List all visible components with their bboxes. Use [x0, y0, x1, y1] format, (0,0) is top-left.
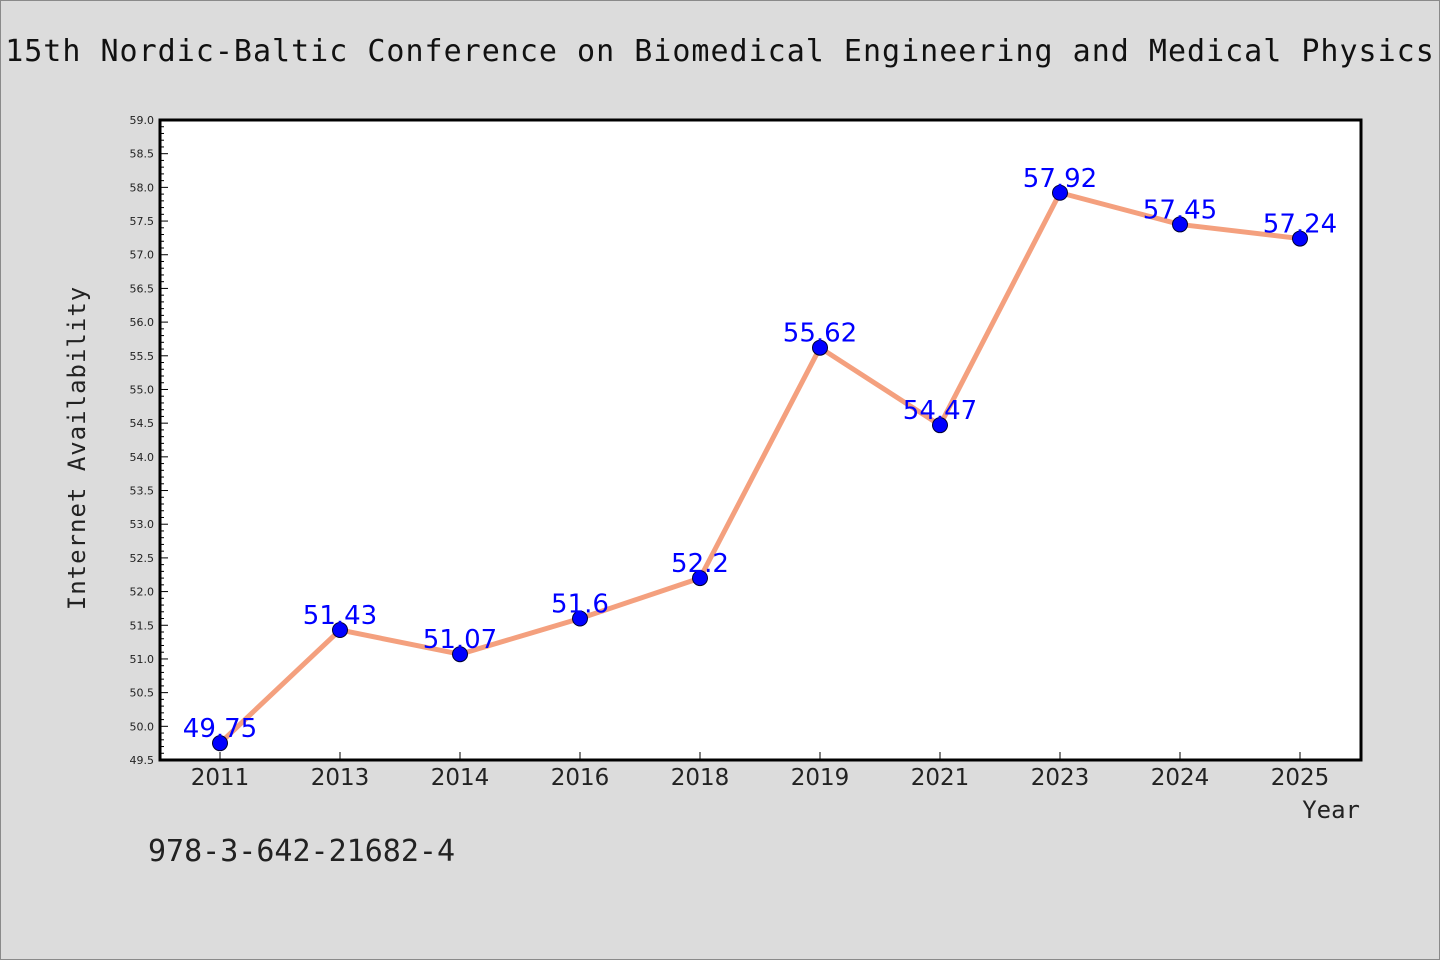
data-label: 49.75 — [183, 714, 257, 744]
data-label: 51.07 — [423, 625, 497, 655]
isbn-text: 978-3-642-21682-4 — [148, 834, 456, 869]
data-label: 52.2 — [671, 549, 729, 579]
x-tick-label: 2024 — [1151, 765, 1210, 791]
x-tick-label: 2025 — [1271, 765, 1330, 791]
data-point — [452, 646, 468, 663]
y-tick-label: 53.0 — [130, 518, 155, 531]
data-point — [332, 621, 348, 638]
data-point — [1172, 216, 1188, 233]
y-tick-label: 54.5 — [130, 417, 155, 430]
data-point — [692, 570, 708, 587]
x-tick-label: 2011 — [191, 765, 250, 791]
data-point — [572, 610, 588, 627]
y-tick-label: 58.0 — [130, 181, 155, 194]
data-point — [932, 417, 948, 434]
plot-area — [158, 118, 1363, 762]
data-label: 54.47 — [903, 396, 977, 426]
y-tick-label: 56.0 — [130, 316, 155, 329]
y-axis-label: Internet Availability — [63, 285, 91, 611]
data-point — [1052, 184, 1068, 201]
y-tick-label: 58.5 — [130, 148, 155, 161]
data-point — [812, 339, 828, 356]
y-tick-label: 57.0 — [130, 249, 155, 262]
x-tick-label: 2018 — [671, 765, 730, 791]
y-tick-label: 51.5 — [130, 619, 155, 632]
y-tick-label: 51.0 — [130, 653, 155, 666]
y-tick-label: 50.5 — [130, 687, 155, 700]
data-label: 57.24 — [1263, 210, 1337, 240]
data-label: 51.6 — [551, 590, 609, 620]
y-tick-label: 52.5 — [130, 552, 155, 565]
series-line — [217, 190, 1303, 746]
y-tick-label: 56.5 — [130, 282, 155, 295]
x-tick-label: 2014 — [431, 765, 490, 791]
y-tick-label: 50.0 — [130, 720, 155, 733]
y-tick-label: 55.0 — [130, 383, 155, 396]
chart-title: 15th Nordic-Baltic Conference on Biomedi… — [5, 34, 1435, 69]
x-axis-label: Year — [1302, 796, 1360, 824]
data-label: 57.92 — [1023, 164, 1097, 194]
x-tick-label: 2019 — [791, 765, 850, 791]
x-tick-label: 2016 — [551, 765, 610, 791]
data-label: 51.43 — [303, 601, 377, 631]
x-tick-label: 2013 — [311, 765, 370, 791]
y-tick-label: 54.0 — [130, 451, 155, 464]
y-tick-label: 53.5 — [130, 485, 155, 498]
y-tick-label: 52.0 — [130, 586, 155, 599]
y-tick-label: 49.5 — [130, 754, 155, 767]
y-tick-label: 59.0 — [130, 114, 155, 127]
y-tick-label: 57.5 — [130, 215, 155, 228]
data-point — [212, 735, 228, 752]
y-tick-label: 55.5 — [130, 350, 155, 363]
data-label: 57.45 — [1143, 195, 1217, 225]
x-tick-label: 2021 — [911, 765, 970, 791]
data-label: 55.62 — [783, 319, 857, 349]
x-tick-label: 2023 — [1031, 765, 1090, 791]
data-point — [1292, 230, 1308, 247]
